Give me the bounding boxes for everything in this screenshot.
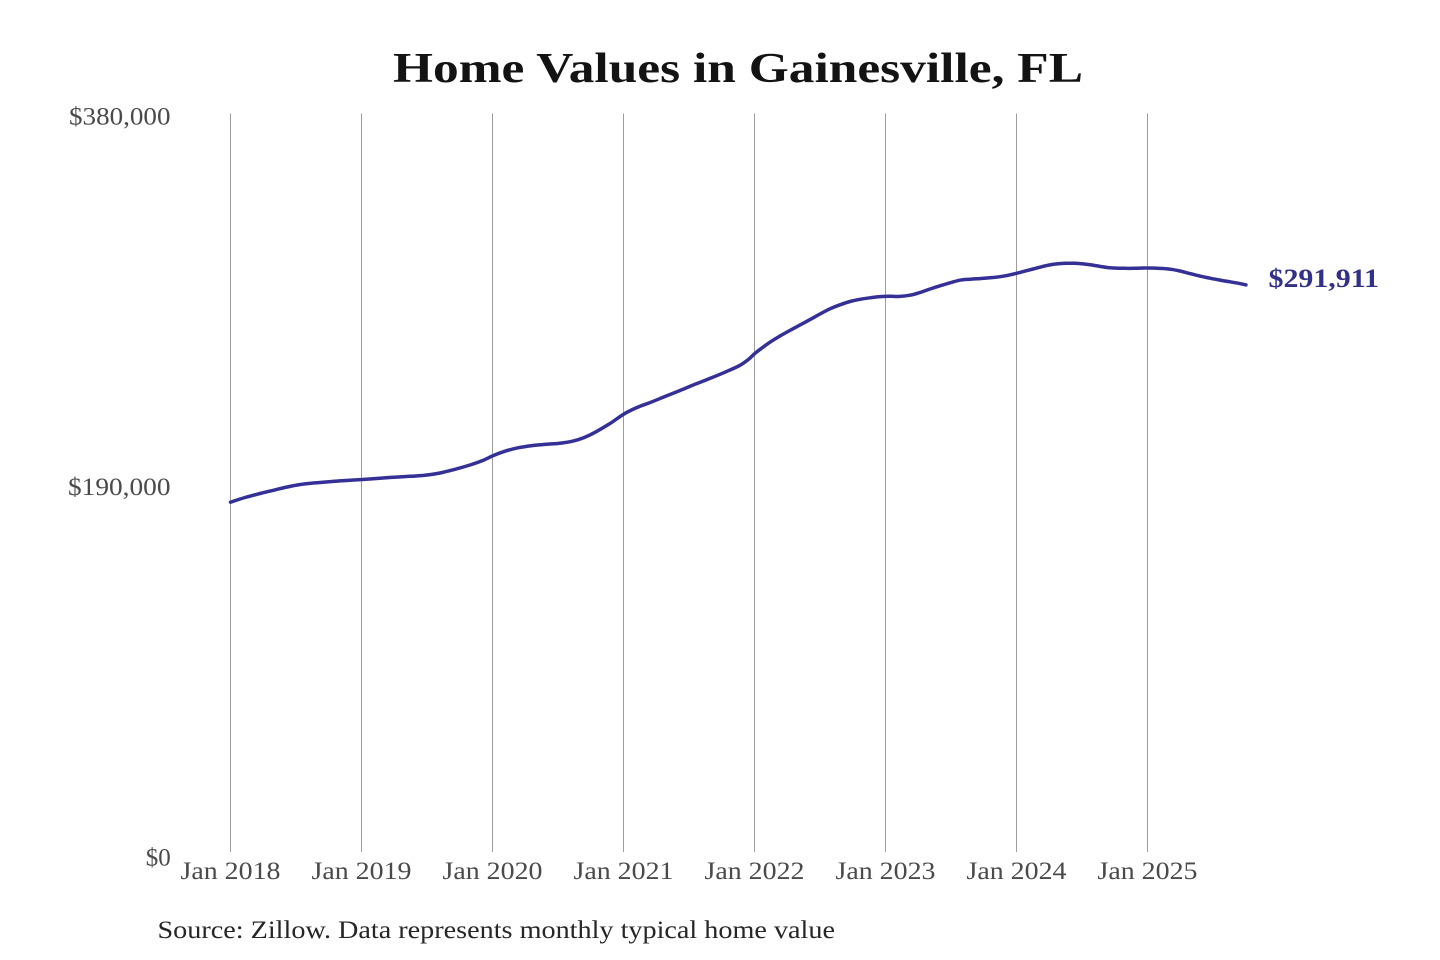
- svg-text:Jan 2018: Jan 2018: [181, 858, 281, 885]
- svg-text:Jan 2020: Jan 2020: [443, 858, 543, 885]
- svg-text:Home Values in Gainesville, FL: Home Values in Gainesville, FL: [393, 46, 1083, 92]
- svg-text:Jan 2023: Jan 2023: [836, 858, 936, 885]
- svg-text:$190,000: $190,000: [68, 474, 171, 501]
- svg-text:$0: $0: [146, 844, 171, 871]
- svg-text:Jan 2021: Jan 2021: [574, 858, 674, 885]
- svg-text:$380,000: $380,000: [69, 103, 171, 130]
- svg-text:Jan 2024: Jan 2024: [967, 858, 1068, 885]
- svg-text:Jan 2025: Jan 2025: [1098, 858, 1198, 885]
- svg-text:Jan 2019: Jan 2019: [312, 858, 412, 885]
- svg-text:$291,911: $291,911: [1269, 264, 1380, 293]
- svg-text:Source: Zillow. Data represent: Source: Zillow. Data represents monthly …: [158, 917, 836, 944]
- svg-text:Jan 2022: Jan 2022: [705, 858, 805, 885]
